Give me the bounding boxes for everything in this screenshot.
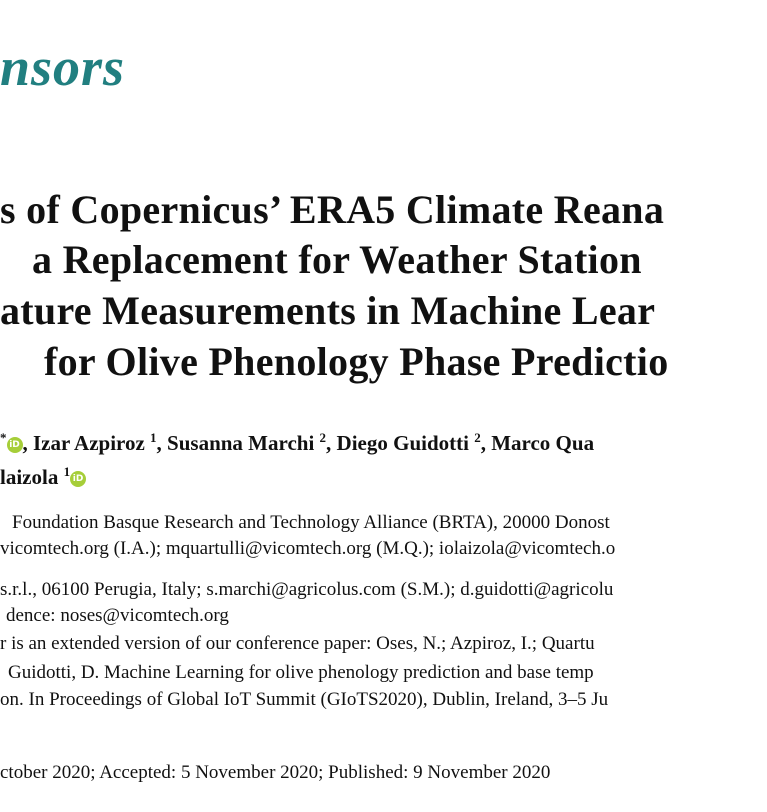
author-affiliation: 1 bbox=[150, 430, 157, 445]
corresponding-mark: * bbox=[0, 430, 7, 445]
separator: , bbox=[326, 431, 337, 455]
author-name: Susanna Marchi bbox=[167, 431, 315, 455]
separator: , bbox=[156, 431, 168, 455]
author-affiliation: 2 bbox=[319, 430, 327, 445]
author-name: laizola bbox=[0, 465, 59, 489]
correspondence-line: dence: noses@vicomtech.org bbox=[6, 605, 229, 626]
journal-logo: nsors bbox=[0, 37, 126, 97]
orcid-icon[interactable]: iD bbox=[6, 437, 23, 453]
author-affiliation: 2 bbox=[474, 430, 481, 445]
author-name: Izar Azpiroz bbox=[33, 431, 145, 455]
note-line: r is an extended version of our conferen… bbox=[0, 633, 595, 654]
separator: , bbox=[480, 431, 492, 455]
author-affiliation: 1 bbox=[63, 464, 71, 479]
author-line-2: laizola 1 iD bbox=[0, 464, 87, 490]
publication-dates: ctober 2020; Accepted: 5 November 2020; … bbox=[0, 762, 551, 783]
author-name: Marco Qua bbox=[491, 431, 595, 455]
affiliation-line: Foundation Basque Research and Technolog… bbox=[12, 512, 610, 533]
note-line: on. In Proceedings of Global IoT Summit … bbox=[0, 689, 609, 710]
note-line: Guidotti, D. Machine Learning for olive … bbox=[8, 662, 594, 683]
affiliation-line: vicomtech.org (I.A.); mquartulli@vicomte… bbox=[0, 538, 616, 559]
author-line-1: * iD, Izar Azpiroz 1, Susanna Marchi 2, D… bbox=[0, 430, 594, 456]
title-line-3: ature Measurements in Machine Lear bbox=[0, 288, 656, 333]
separator: , bbox=[22, 431, 33, 455]
title-line-2: a Replacement for Weather Station bbox=[32, 237, 642, 282]
orcid-icon[interactable]: iD bbox=[70, 471, 87, 487]
title-line-4: for Olive Phenology Phase Predictio bbox=[44, 339, 669, 384]
affiliation-line: s.r.l., 06100 Perugia, Italy; s.marchi@a… bbox=[0, 579, 614, 600]
author-name: Diego Guidotti bbox=[336, 431, 469, 455]
title-line-1: s of Copernicus’ ERA5 Climate Reana bbox=[0, 187, 665, 232]
